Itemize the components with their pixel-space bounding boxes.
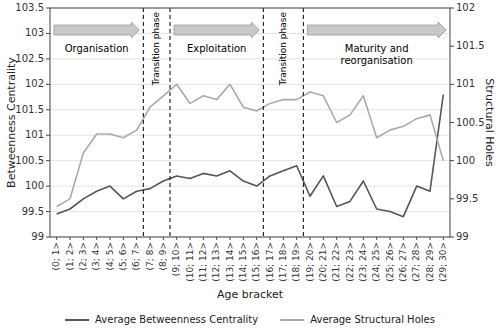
y-tick-label: 103 [25,27,44,38]
y2-tick-label: 101.5 [456,40,485,51]
x-tick-label: (0; 1> [51,242,61,270]
y2-tick-label: 101 [456,78,475,89]
y-tick [46,160,50,161]
phase-label: Exploitation [187,43,246,54]
x-tick-label: (5; 6> [118,242,128,270]
y-tick [46,109,50,110]
legend-label: Average Structural Holes [310,314,435,325]
x-tick-label: (22; 23> [345,242,355,282]
x-tick-label: (1; 2> [65,242,75,270]
x-tick-label: (4; 5> [105,242,115,270]
x-tick-label: (8; 9> [158,242,168,270]
y-tick [46,84,50,85]
x-tick-label: (2; 3> [78,242,88,270]
y-tick-label: 101 [25,129,44,140]
x-tick-label: (27; 28> [411,242,421,282]
x-tick-label: (9; 10> [171,242,181,276]
series-line [57,84,444,206]
y-tick-label: 99 [31,231,44,242]
axes: 99 99.5 100 100.5 101 101.5 102 102.5 103 103.5 99… [15,2,484,282]
transition-line [263,8,264,237]
phase-arrow [307,22,446,38]
x-tick-label: (14; 15> [238,242,248,282]
x-tick-label: (23; 24> [358,242,368,282]
y2-tick [450,198,454,199]
legend-swatch [65,319,89,321]
y2-tick-label: 99 [456,231,469,242]
x-tick-label: (18; 19> [291,242,301,282]
y-axis-title: Betweenness Centrality [5,57,18,188]
x-axis-title: Age bracket [217,288,284,301]
transition-label: Transition phase [151,12,161,87]
transition-label: Transition phase [278,12,288,87]
x-tick-label: (7; 8> [145,242,155,270]
y2-tick [450,237,454,238]
y2-tick [450,160,454,161]
x-tick-label: (20; 21> [318,242,328,282]
x-tick-label: (29; 30> [438,242,448,282]
y-tick [46,8,50,9]
x-tick-label: (25; 26> [385,242,395,282]
legend-label: Average Betweenness Centrality [95,314,258,325]
grid-line [50,135,450,136]
grid-line [50,84,450,85]
phase-label: Maturity andreorganisation [341,43,413,66]
x-tick-label: (12; 13> [211,242,221,282]
y-tick-label: 103.5 [15,2,44,13]
y2-axis-title: Structural Holes [483,78,496,167]
phase-arrow [174,22,259,38]
phase-label-line: Exploitation [187,43,246,54]
y-tick-label: 100 [25,180,44,191]
series-line [57,95,444,217]
x-tick-label: (3; 4> [91,242,101,270]
y-tick [46,33,50,34]
chart: 99 99.5 100 100.5 101 101.5 102 102.5 103 103.5 99… [0,0,500,332]
x-tick-label: (11; 12> [198,242,208,282]
legend-swatch [280,319,304,321]
y-tick [46,237,50,238]
phase-arrow [54,22,139,38]
annotations: Transition phase Transition phase Organisa… [54,8,446,237]
x-tick-label: (6; 7> [131,242,141,270]
x-tick-label: (19; 20> [305,242,315,282]
x-tick-label: (10; 11> [185,242,195,282]
series [57,84,444,216]
y2-tick-label: 100.5 [456,117,485,128]
y2-tick [450,122,454,123]
x-tick-label: (17; 18> [278,242,288,282]
x-tick-label: (21; 22> [331,242,341,282]
y-tick-label: 99.5 [22,206,44,217]
transition-line [303,8,304,237]
y-tick-label: 100.5 [15,155,44,166]
y-tick [46,58,50,59]
y-tick-label: 102.5 [15,53,44,64]
y2-tick [450,46,454,47]
phase-label-line: Organisation [65,43,129,54]
y-tick [46,211,50,212]
y2-tick [450,84,454,85]
y2-tick-label: 102 [456,2,475,13]
y-tick-label: 102 [25,78,44,89]
y2-tick-label: 99.5 [456,193,478,204]
x-tick-label: (28; 29> [425,242,435,282]
y-tick [46,135,50,136]
x-tick-label: (16; 17> [265,242,275,282]
phase-label: Organisation [65,43,129,54]
x-tick-label: (26; 27> [398,242,408,282]
transition-line [143,8,144,237]
phase-label-line: Maturity and [345,43,409,54]
y-tick [46,186,50,187]
phase-label-line: reorganisation [341,55,413,66]
y2-tick-label: 100 [456,155,475,166]
y-tick-label: 101.5 [15,104,44,115]
y2-tick [450,8,454,9]
grid-line [50,160,450,161]
grid [50,8,450,237]
legend: Average Betweenness Centrality Average St… [65,314,435,325]
transition-line [170,8,171,237]
x-tick-label: (15; 16> [251,242,261,282]
x-tick-label: (13; 14> [225,242,235,282]
plot-frame [50,8,450,237]
x-tick-label: (24; 25> [371,242,381,282]
